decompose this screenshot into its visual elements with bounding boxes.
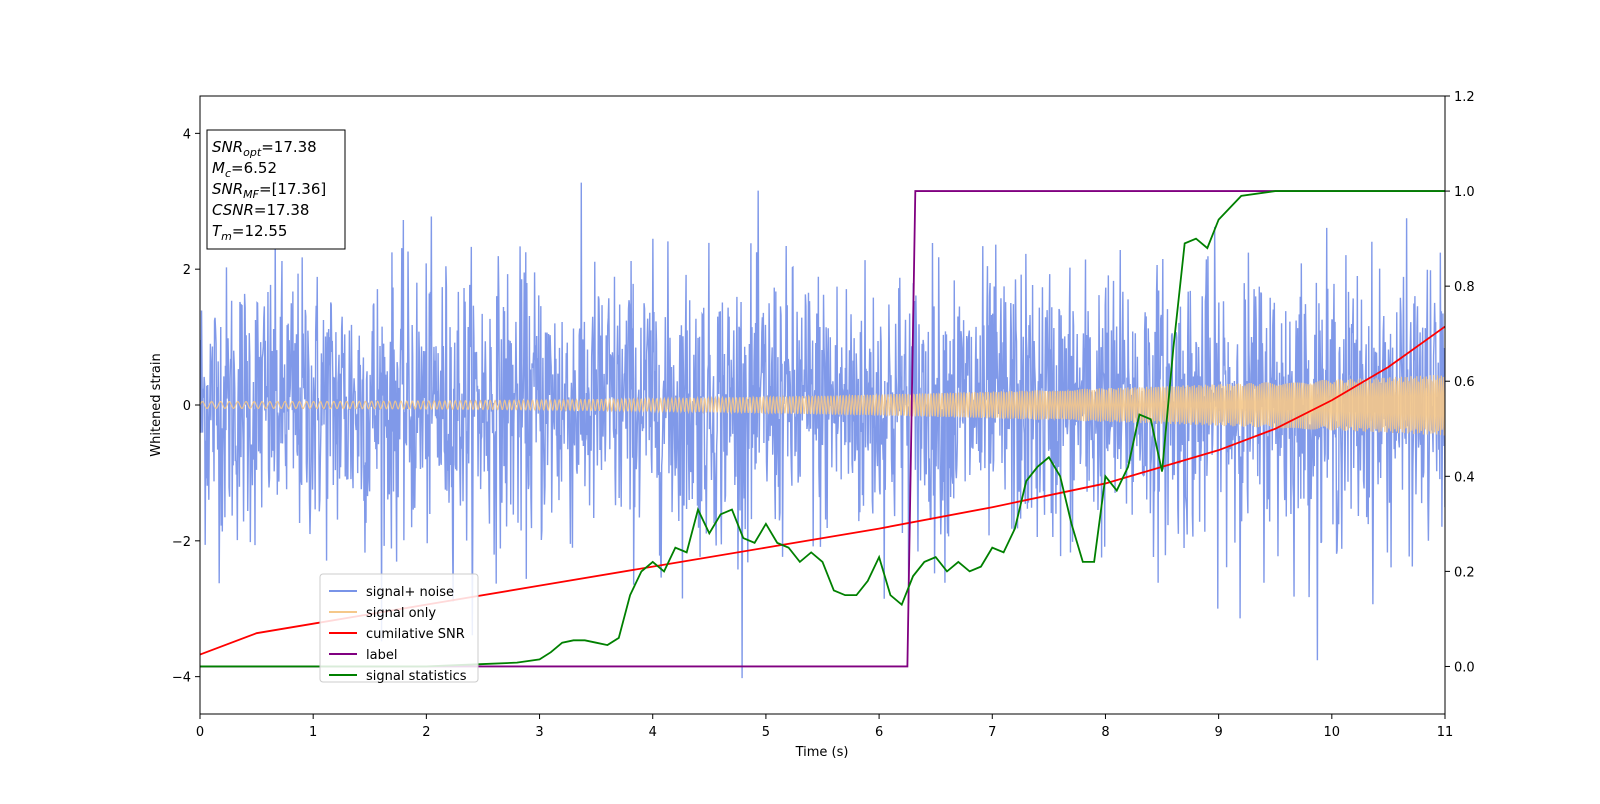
legend: signal+ noise signal only cumilative SNR la…: [319, 573, 479, 684]
legend-label: signal+ noise: [366, 585, 454, 600]
y-tick-label: 0: [183, 399, 191, 414]
legend-label: signal only: [366, 606, 436, 621]
series-signal-only: [200, 374, 1445, 436]
x-tick-label: 11: [1437, 725, 1454, 740]
stats-line: Tm=12.55: [212, 222, 287, 243]
y2-tick-label: 1.0: [1454, 185, 1475, 200]
series-label: [200, 190, 1445, 668]
stats-line: SNRMF=[17.36]: [212, 180, 326, 201]
stats-line: CSNR=17.38: [212, 201, 309, 219]
y-tick-label: −4: [172, 671, 191, 686]
stats-line: Mc=6.52: [212, 159, 277, 180]
y-axis-label: Whitened strain: [149, 353, 164, 456]
y2-tick-label: 0.6: [1454, 375, 1475, 390]
y-tick-label: 2: [183, 263, 191, 278]
x-tick-label: 0: [196, 725, 204, 740]
x-tick-label: 5: [762, 725, 770, 740]
y2-tick-label: 0.2: [1454, 565, 1475, 580]
x-axis-label: Time (s): [795, 745, 849, 760]
y2-tick-label: 0.8: [1454, 280, 1475, 295]
x-tick-label: 6: [875, 725, 883, 740]
stats-box: SNRopt=17.38Mc=6.52SNRMF=[17.36]CSNR=17.…: [206, 129, 346, 250]
x-tick-label: 4: [649, 725, 657, 740]
series-signal-statistics: [200, 190, 1445, 668]
x-tick-label: 7: [988, 725, 996, 740]
x-tick-label: 3: [535, 725, 543, 740]
x-tick-label: 2: [422, 725, 430, 740]
x-tick-label: 9: [1214, 725, 1222, 740]
legend-label: signal statistics: [366, 669, 467, 684]
y-tick-label: −2: [172, 535, 191, 550]
y2-tick-label: 0.0: [1454, 660, 1475, 675]
stats-line: SNRopt=17.38: [212, 138, 317, 159]
x-tick-label: 10: [1324, 725, 1341, 740]
y2-tick-label: 1.2: [1454, 90, 1475, 105]
legend-label: cumilative SNR: [366, 627, 465, 642]
y2-tick-label: 0.4: [1454, 470, 1475, 485]
legend-label: label: [366, 648, 397, 663]
x-tick-label: 1: [309, 725, 317, 740]
y-tick-label: 4: [183, 127, 191, 142]
x-tick-label: 8: [1101, 725, 1109, 740]
series-signal-plus-noise: [200, 182, 1445, 679]
